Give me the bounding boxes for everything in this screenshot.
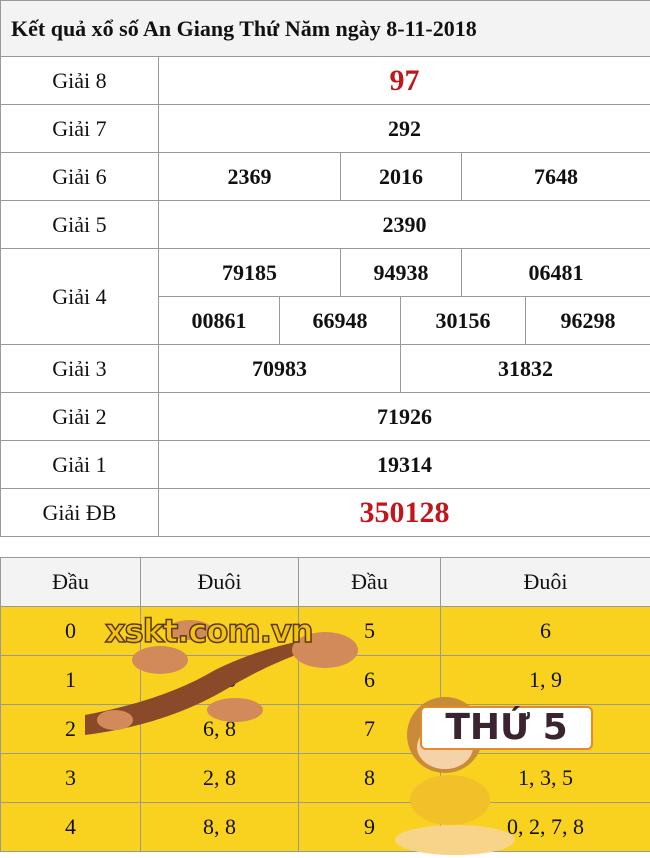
- loto-header: Đầu Đuôi Đầu Đuôi: [0, 557, 650, 607]
- prize-label: Giải 3: [0, 344, 159, 393]
- prize-label: Giải ĐB: [0, 488, 159, 537]
- loto-dau: 4: [0, 802, 141, 852]
- loto-duoi: 0, 2, 7, 8: [440, 802, 650, 852]
- loto-dau: 9: [298, 802, 441, 852]
- loto-duoi: 6, 8: [140, 704, 299, 754]
- loto-row: 3 2, 8 8 1, 3, 5: [0, 753, 650, 803]
- prize-row-special: Giải ĐB 350128: [0, 488, 650, 537]
- loto-duoi: 8, 8: [140, 802, 299, 852]
- loto-dau: 5: [298, 606, 441, 656]
- prize-value: 06481: [460, 248, 650, 297]
- prize-label: Giải 1: [0, 440, 159, 489]
- prize-row-1: Giải 1 19314: [0, 440, 650, 489]
- prize-value: 31832: [399, 344, 650, 393]
- prize-value: 66948: [279, 296, 401, 345]
- loto-duoi: [140, 606, 299, 656]
- prize-row-2: Giải 2 71926: [0, 392, 650, 441]
- prize-label: Giải 7: [0, 104, 159, 153]
- prize-value: 97: [157, 56, 650, 105]
- header-dau: Đầu: [0, 557, 141, 607]
- prize-row-6: Giải 6 2369 2016 7648: [0, 152, 650, 201]
- loto-dau: 1: [0, 655, 141, 705]
- loto-duoi: 4, 6: [140, 655, 299, 705]
- prize-value: 2390: [157, 200, 650, 249]
- prize-label: Giải 4: [0, 248, 159, 345]
- loto-dau: 6: [298, 655, 441, 705]
- header-duoi: Đuôi: [440, 557, 650, 607]
- prize-value: 70983: [158, 344, 401, 393]
- results-table: Kết quả xổ số An Giang Thứ Năm ngày 8-11…: [0, 0, 650, 537]
- prize-value: 71926: [157, 392, 650, 441]
- prize-value: 2016: [340, 152, 462, 201]
- prize-label: Giải 2: [0, 392, 159, 441]
- prize-label: Giải 8: [0, 56, 159, 105]
- loto-duoi: 1, 3, 5: [440, 753, 650, 803]
- prize-value: 96298: [524, 296, 650, 345]
- prize-row-4: Giải 4 79185 94938 06481: [0, 248, 650, 345]
- prize-value: 350128: [157, 488, 650, 537]
- prize-value: 00861: [158, 296, 280, 345]
- loto-duoi: 1, 9: [440, 655, 650, 705]
- prize-row-8: Giải 8 97: [0, 56, 650, 105]
- prize-row-3: Giải 3 70983 31832: [0, 344, 650, 393]
- loto-dau: 3: [0, 753, 141, 803]
- prize-value: 2369: [158, 152, 341, 201]
- prize-label: Giải 5: [0, 200, 159, 249]
- prize-label: Giải 6: [0, 152, 159, 201]
- loto-dau: 0: [0, 606, 141, 656]
- loto-row: 1 4, 6 6 1, 9: [0, 655, 650, 705]
- prize-value: 19314: [157, 440, 650, 489]
- prize-value: 79185: [158, 248, 341, 297]
- loto-table: Đầu Đuôi Đầu Đuôi 0 5 6 1 4, 6 6 1, 9 2 6, 8 7 3 2,…: [0, 557, 650, 852]
- prize-row-5: Giải 5 2390: [0, 200, 650, 249]
- prize-value: 7648: [460, 152, 650, 201]
- header-dau: Đầu: [298, 557, 441, 607]
- prize-value: 94938: [340, 248, 462, 297]
- loto-duoi: [440, 704, 650, 754]
- loto-row: 4 8, 8 9 0, 2, 7, 8: [0, 802, 650, 852]
- loto-duoi: 2, 8: [140, 753, 299, 803]
- prize-value: 292: [157, 104, 650, 153]
- loto-dau: 2: [0, 704, 141, 754]
- prize-row-7: Giải 7 292: [0, 104, 650, 153]
- prize-value: 30156: [400, 296, 526, 345]
- loto-dau: 7: [298, 704, 441, 754]
- page-title: Kết quả xổ số An Giang Thứ Năm ngày 8-11…: [0, 0, 650, 57]
- loto-duoi: 6: [440, 606, 650, 656]
- header-duoi: Đuôi: [140, 557, 299, 607]
- loto-dau: 8: [298, 753, 441, 803]
